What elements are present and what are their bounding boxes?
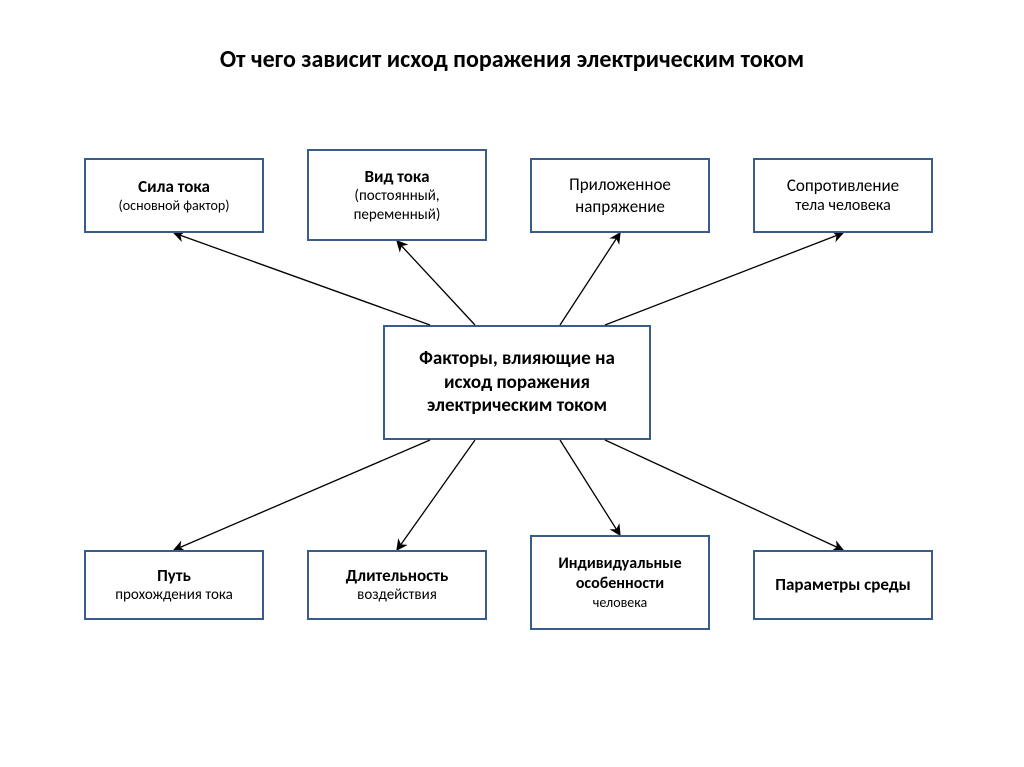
arrow-7 [605, 440, 843, 550]
arrow-5 [397, 440, 475, 550]
arrow-4 [174, 440, 430, 550]
box-main-label: Параметры среды [775, 574, 911, 595]
bottom-box-param: Параметры среды [753, 550, 933, 620]
top-box-sopr: Сопротивлениетела человека [753, 158, 933, 233]
arrow-0 [174, 233, 430, 325]
box-main-label: Вид тока [365, 166, 430, 187]
top-box-napr: Приложенное напряжение [530, 158, 710, 233]
bottom-box-dlit: Длительностьвоздействия [307, 550, 487, 620]
box-sub-label: (основной фактор) [119, 197, 230, 215]
top-box-sila: Сила тока(основной фактор) [84, 158, 264, 233]
box-main-label: Длительность [346, 565, 449, 586]
page-title: От чего зависит исход поражения электрич… [0, 45, 1024, 74]
box-sub-label: человека [593, 594, 648, 612]
box-sub-label: прохождения тока [115, 586, 233, 605]
center-box-label: Факторы, влияющие на исход поражения эле… [393, 347, 641, 418]
center-box: Факторы, влияющие на исход поражения эле… [383, 325, 651, 440]
bottom-box-put: Путьпрохождения тока [84, 550, 264, 620]
box-sub-label: (постоянный, переменный) [317, 187, 477, 225]
top-box-vid: Вид тока(постоянный, переменный) [307, 149, 487, 241]
box-main-label: Приложенное напряжение [540, 174, 700, 217]
arrow-3 [605, 233, 843, 325]
box-sub-label: воздействия [357, 586, 437, 605]
bottom-box-ind: Индивидуальные особенностичеловека [530, 535, 710, 630]
box-main-label: Сила тока [138, 176, 210, 197]
arrow-6 [560, 440, 620, 535]
box-main-label: Сопротивление [787, 175, 899, 196]
box-main-label: Индивидуальные особенности [540, 554, 700, 594]
box-sub-label: тела человека [795, 196, 890, 216]
box-main-label: Путь [157, 565, 191, 586]
arrow-1 [397, 241, 475, 325]
arrow-2 [560, 233, 620, 325]
